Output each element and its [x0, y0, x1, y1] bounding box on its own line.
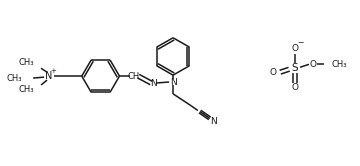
Text: CH: CH [127, 72, 139, 81]
Text: S: S [292, 63, 298, 73]
Text: O: O [292, 44, 298, 53]
Text: N: N [150, 80, 157, 88]
Text: N: N [170, 78, 176, 86]
Text: −: − [297, 38, 303, 47]
Text: N: N [210, 117, 217, 126]
Text: CH₃: CH₃ [7, 74, 22, 83]
Text: N: N [45, 71, 53, 81]
Text: O: O [270, 68, 277, 77]
Text: +: + [50, 68, 57, 74]
Text: O: O [292, 83, 298, 92]
Text: CH₃: CH₃ [332, 60, 347, 69]
Text: O: O [310, 60, 316, 69]
Text: CH₃: CH₃ [19, 58, 34, 67]
Text: CH₃: CH₃ [19, 85, 34, 94]
